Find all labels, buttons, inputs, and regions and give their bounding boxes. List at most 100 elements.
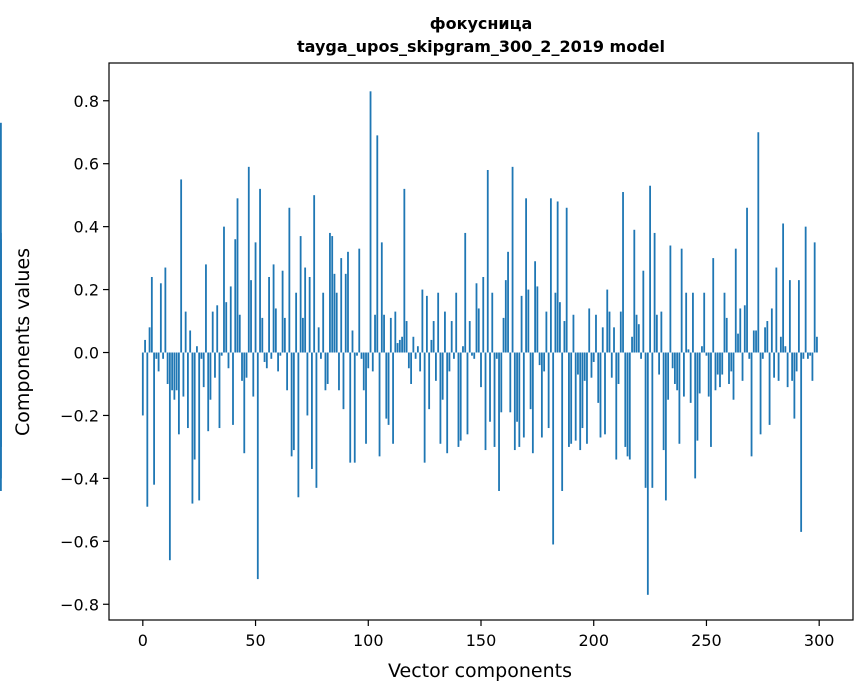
bar	[274, 308, 277, 353]
plot-area-frame	[108, 62, 854, 621]
bar	[797, 280, 800, 353]
bar	[610, 352, 613, 378]
bar	[637, 324, 640, 353]
bar	[807, 352, 809, 359]
bar	[777, 352, 780, 381]
bar	[205, 264, 207, 353]
bar	[586, 352, 588, 444]
bar	[549, 198, 552, 353]
bar	[191, 352, 194, 504]
bar	[646, 352, 649, 595]
bar	[644, 352, 647, 488]
bar	[662, 352, 665, 451]
bar	[407, 352, 410, 369]
bar	[306, 352, 309, 416]
bar	[209, 352, 212, 400]
bar	[371, 352, 374, 372]
bar	[216, 305, 219, 353]
x-axis-ticks: 0 50 100 150 200 250 300	[138, 620, 834, 650]
bar	[367, 352, 370, 369]
bar	[563, 321, 566, 353]
bar	[214, 352, 216, 378]
bar	[592, 352, 595, 362]
bar	[689, 352, 692, 403]
bar	[322, 292, 325, 353]
bar	[511, 166, 514, 353]
bar	[813, 242, 816, 353]
bar	[522, 352, 525, 438]
bar	[315, 352, 318, 488]
bar	[477, 308, 480, 353]
bar	[430, 339, 433, 353]
bar	[356, 352, 358, 356]
y-tick-label: 0.2	[74, 281, 99, 300]
bar	[500, 352, 503, 413]
bar	[723, 292, 726, 353]
bar	[540, 352, 543, 438]
bar	[764, 327, 766, 353]
bar	[543, 352, 546, 372]
bar	[347, 251, 349, 353]
bar	[175, 352, 178, 391]
bar	[658, 352, 661, 375]
bar	[358, 248, 361, 353]
bar	[554, 292, 557, 353]
bar	[229, 286, 232, 353]
bar	[624, 352, 627, 447]
bar	[712, 258, 715, 353]
bar	[308, 276, 311, 353]
y-tick-label: −0.8	[60, 595, 99, 614]
bar	[389, 317, 392, 353]
bar	[743, 305, 746, 353]
bar	[703, 292, 706, 353]
bar	[696, 352, 699, 441]
bar	[730, 352, 733, 372]
bar	[761, 352, 764, 359]
chart-subtitle: tayga_upos_skipgram_300_2_2019 model	[297, 37, 665, 56]
bar	[739, 308, 742, 353]
bar	[288, 207, 291, 353]
bar	[311, 352, 313, 469]
bar	[698, 352, 701, 394]
bar	[473, 352, 476, 359]
bar	[633, 229, 636, 353]
bar	[786, 352, 789, 388]
bar	[710, 352, 712, 447]
bar	[405, 321, 408, 353]
bar	[462, 346, 464, 353]
bar	[362, 352, 365, 391]
bar	[155, 352, 158, 359]
bar	[252, 352, 255, 397]
x-axis-label: Vector components	[388, 660, 572, 682]
bar	[687, 349, 690, 353]
bar	[198, 352, 201, 501]
bar	[649, 185, 651, 353]
bar	[671, 352, 674, 369]
bar	[385, 352, 388, 419]
bar	[527, 289, 530, 353]
bar	[150, 276, 153, 353]
bar	[707, 352, 710, 397]
bar	[622, 192, 624, 353]
bar	[263, 352, 266, 362]
bar	[716, 352, 719, 375]
bar	[667, 352, 670, 400]
bar	[380, 242, 383, 353]
bar	[144, 339, 146, 353]
bar	[425, 295, 428, 353]
bar	[489, 352, 491, 422]
bar	[220, 352, 223, 356]
x-tick-label: 100	[353, 631, 384, 650]
bar	[441, 352, 444, 400]
bar	[520, 295, 523, 353]
bar	[791, 352, 794, 381]
bar	[750, 352, 753, 457]
bar	[486, 169, 489, 353]
bar	[223, 226, 225, 353]
bar	[202, 352, 205, 388]
bar	[692, 292, 694, 353]
bar	[329, 232, 331, 353]
bar	[157, 352, 160, 372]
bar	[590, 352, 593, 378]
bar	[795, 352, 798, 372]
